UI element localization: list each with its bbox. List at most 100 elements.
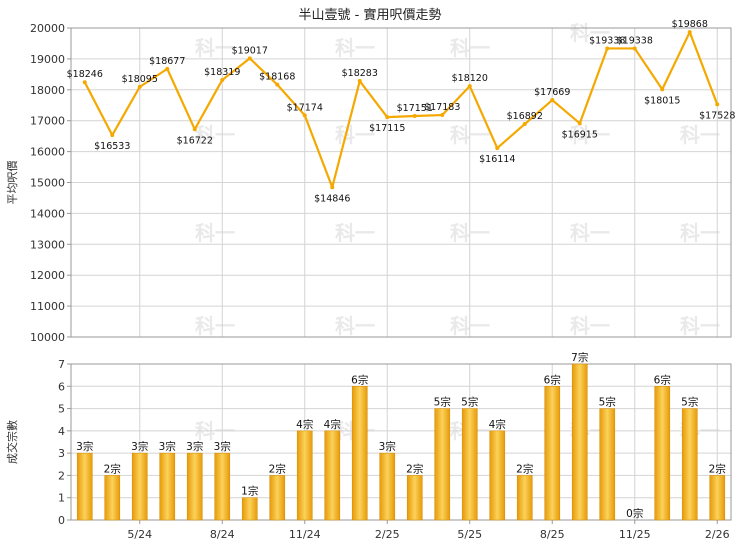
y-tick-label: 18000 — [30, 84, 65, 97]
volume-bar-label: 5宗 — [599, 396, 616, 409]
price-data-label: $17115 — [369, 123, 405, 134]
volume-bar — [214, 452, 231, 521]
y-tick-label: 11000 — [30, 300, 65, 313]
price-line — [83, 30, 719, 189]
y-tick-label: 15000 — [30, 177, 65, 190]
data-point — [165, 66, 170, 71]
y-tick-label: 14000 — [30, 207, 65, 220]
volume-bar-label: 0宗 — [626, 507, 643, 520]
volume-bar — [269, 475, 286, 521]
price-data-label: $19338 — [617, 35, 653, 46]
x-tick-label: 11/24 — [289, 528, 321, 541]
volume-bar — [571, 363, 588, 521]
chart-title: 半山壹號 - 實用呎價走勢 — [299, 7, 442, 23]
volume-bar — [131, 452, 148, 521]
volume-bar — [104, 475, 121, 521]
price-data-label: $17528 — [699, 110, 735, 121]
y-tick-label: 13000 — [30, 238, 65, 251]
watermark: 科一 — [195, 221, 235, 245]
volume-bar-label: 2宗 — [406, 462, 423, 475]
price-data-label: $18015 — [644, 95, 680, 106]
y-tick-label: 4 — [58, 425, 65, 438]
price-data-label: $16722 — [177, 135, 213, 146]
volume-bar-label: 4宗 — [296, 418, 313, 431]
volume-bar — [76, 452, 93, 521]
data-point — [220, 77, 225, 82]
watermark: 科一 — [570, 221, 610, 245]
data-point — [247, 56, 252, 61]
y-tick-label: 16000 — [30, 146, 65, 159]
data-point — [137, 84, 142, 89]
y-tick-label: 0 — [58, 514, 65, 527]
volume-bar — [599, 408, 616, 521]
volume-bar-label: 3宗 — [131, 440, 148, 453]
y-axis-label: 平均呎價 — [5, 161, 19, 205]
y-tick-label: 2 — [58, 469, 65, 482]
watermark: 科一 — [335, 123, 375, 147]
watermark: 科一 — [570, 314, 610, 338]
volume-bar-label: 4宗 — [489, 418, 506, 431]
price-data-label: $16915 — [562, 129, 598, 140]
volume-bar — [159, 452, 176, 521]
volume-bar — [324, 430, 341, 521]
data-point — [522, 122, 527, 127]
volume-bar — [489, 430, 506, 521]
price-data-label: $18095 — [122, 74, 158, 85]
y-tick-label: 6 — [58, 380, 65, 393]
volume-bar-label: 3宗 — [379, 440, 396, 453]
data-point — [660, 87, 665, 92]
y-tick-label: 1 — [58, 492, 65, 505]
watermark: 科一 — [195, 123, 235, 147]
volume-bar-label: 4宗 — [324, 418, 341, 431]
data-point — [577, 121, 582, 126]
x-tick-label: 11/25 — [619, 528, 651, 541]
price-data-label: $16533 — [94, 141, 130, 152]
watermark: 科一 — [570, 123, 610, 147]
watermark: 科一 — [335, 36, 375, 60]
x-tick-label: 8/24 — [210, 528, 235, 541]
volume-bar — [654, 386, 671, 521]
data-point — [440, 113, 445, 118]
price-data-label: $16892 — [507, 111, 543, 122]
volume-bar — [461, 408, 478, 521]
data-point — [495, 146, 500, 151]
volume-bar-label: 2宗 — [104, 462, 121, 475]
volume-bar-label: 5宗 — [681, 396, 698, 409]
x-tick-label: 5/24 — [127, 528, 152, 541]
price-data-label: $18120 — [452, 73, 488, 84]
volume-bar — [544, 386, 561, 521]
watermark: 科一 — [570, 21, 610, 45]
volume-bar-label: 2宗 — [516, 462, 533, 475]
y-tick-label: 17000 — [30, 115, 65, 128]
data-point — [330, 185, 335, 190]
price-data-label: $17174 — [287, 102, 323, 113]
x-tick-label: 5/25 — [457, 528, 482, 541]
volume-bar-label: 2宗 — [709, 462, 726, 475]
price-data-label: $18168 — [259, 72, 295, 83]
x-tick-label: 2/25 — [375, 528, 400, 541]
data-point — [412, 114, 417, 119]
volume-panel: 0 1 2 3 4 5 6 7 成交宗數 3宗 2宗 3宗 3宗 3宗 3宗 1宗 2宗 4宗 4宗 6宗 3宗 2宗 5宗… — [5, 351, 732, 541]
volume-bar-label: 6宗 — [351, 373, 368, 386]
volume-bar-label: 5宗 — [461, 396, 478, 409]
volume-bar-label: 3宗 — [186, 440, 203, 453]
data-point — [110, 133, 115, 138]
price-data-label: $18319 — [204, 67, 240, 78]
volume-bar — [709, 475, 726, 521]
price-data-label: $17151 — [397, 103, 433, 114]
volume-bar — [681, 408, 698, 521]
data-point — [605, 46, 610, 51]
data-point — [467, 84, 472, 89]
volume-bar-label: 3宗 — [159, 440, 176, 453]
x-tick-label: 8/25 — [540, 528, 565, 541]
price-data-label: $19017 — [232, 45, 268, 56]
volume-bar-label: 3宗 — [76, 440, 93, 453]
data-point — [275, 82, 280, 87]
y-tick-label: 3 — [58, 447, 65, 460]
x-tick-label: 2/26 — [705, 528, 730, 541]
volume-bar — [379, 452, 396, 521]
volume-bar-label: 6宗 — [544, 373, 561, 386]
y-tick-label: 5 — [58, 403, 65, 416]
data-point — [687, 30, 692, 35]
volume-bar — [406, 475, 423, 521]
